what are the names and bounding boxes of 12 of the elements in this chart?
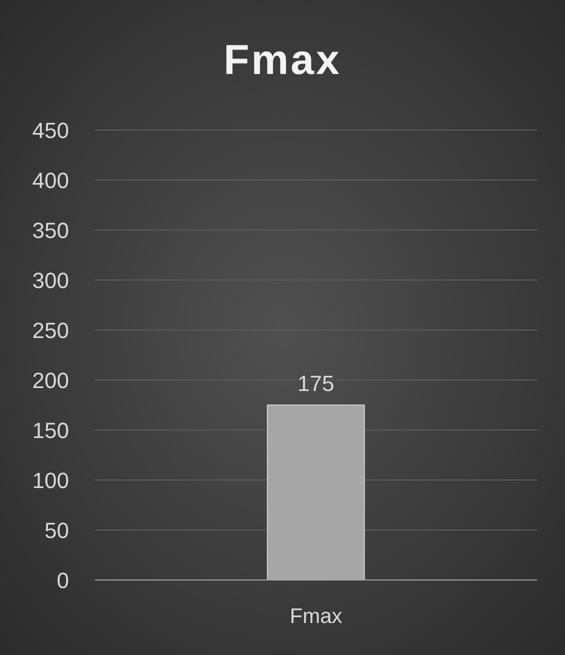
y-tick-label: 50 <box>44 518 69 543</box>
y-tick-label: 250 <box>32 318 69 343</box>
y-tick-label: 100 <box>32 468 69 493</box>
y-tick-label: 200 <box>32 368 69 393</box>
y-tick-label: 150 <box>32 418 69 443</box>
text: Fmax <box>290 604 343 628</box>
data-label: 175 <box>298 371 334 396</box>
y-tick-label: 350 <box>32 218 69 243</box>
y-tick-label: 400 <box>32 168 69 193</box>
y-tick-label: 300 <box>32 268 69 293</box>
y-tick-label: 450 <box>32 118 69 143</box>
y-tick-label: 0 <box>56 568 69 593</box>
